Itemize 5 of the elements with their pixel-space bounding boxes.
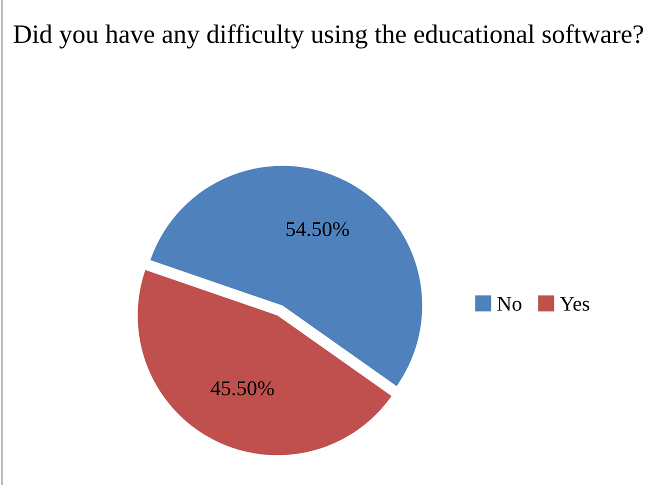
legend-label: Yes	[560, 296, 590, 311]
chart-title: Did you have any difficulty using the educational software?	[14, 24, 644, 49]
data-label: 45.50%	[210, 381, 274, 396]
legend-label: No	[497, 296, 522, 311]
data-label: 54.50%	[286, 222, 349, 236]
